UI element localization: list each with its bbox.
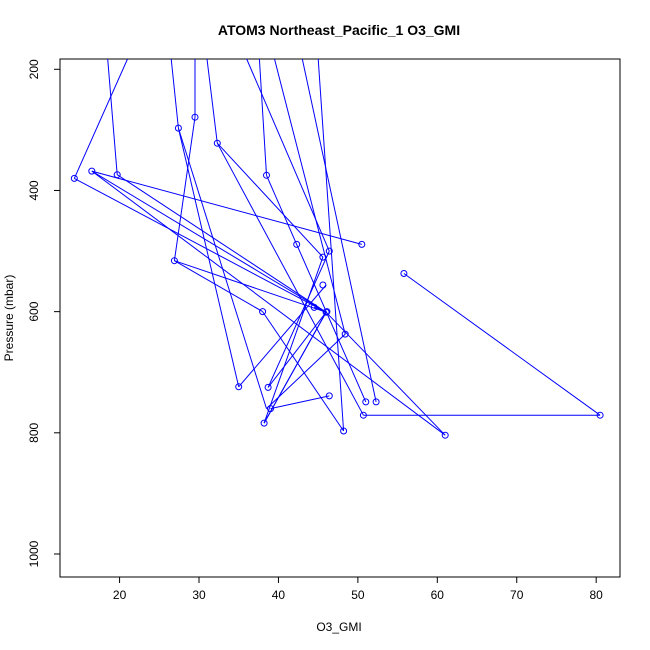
series-line-segment xyxy=(174,260,263,313)
data-point xyxy=(372,398,380,406)
series-line-segment xyxy=(267,250,330,388)
data-point xyxy=(359,411,367,419)
y-tick-label: 200 xyxy=(27,59,41,79)
data-point xyxy=(319,253,327,261)
plot-area xyxy=(70,59,604,439)
series-line-segment xyxy=(266,175,298,245)
data-point xyxy=(293,240,301,248)
series-line-segment xyxy=(91,170,362,245)
series-line-segment xyxy=(73,59,128,179)
series-line-segment xyxy=(177,127,267,409)
x-tick-label: 20 xyxy=(113,588,127,602)
series-line-segment xyxy=(258,59,267,176)
data-point xyxy=(170,257,178,265)
x-tick-label: 70 xyxy=(510,588,524,602)
data-point xyxy=(264,383,272,391)
series-line-segment xyxy=(238,284,327,388)
series-line-segment xyxy=(216,142,324,258)
data-point xyxy=(70,174,78,182)
series-line-segment xyxy=(91,170,327,313)
data-point xyxy=(260,419,268,427)
series-line-segment xyxy=(296,244,367,403)
series-line-segment xyxy=(403,273,601,416)
y-axis: 200 400 600 800 1000 xyxy=(27,59,61,567)
data-point xyxy=(191,113,199,121)
data-point xyxy=(213,139,221,147)
series-line-segment xyxy=(317,59,345,432)
series-line-segment xyxy=(174,260,327,313)
x-tick-label: 80 xyxy=(589,588,603,602)
data-point xyxy=(319,281,327,289)
data-point xyxy=(263,171,270,179)
series-line-segment xyxy=(173,117,196,261)
y-tick-label: 600 xyxy=(27,301,41,321)
series-line-segment xyxy=(107,59,118,175)
chart-title: ATOM3 Northeast_Pacific_1 O3_GMI xyxy=(218,22,460,38)
series-line-segment xyxy=(74,177,327,313)
y-tick-label: 800 xyxy=(27,422,41,442)
x-tick-label: 40 xyxy=(272,588,286,602)
x-axis-label: O3_GMI xyxy=(316,620,361,634)
data-point xyxy=(88,167,96,175)
series-line-segment xyxy=(263,311,327,424)
data-point xyxy=(267,405,274,413)
data-point xyxy=(259,308,267,316)
series-line-segment xyxy=(267,311,327,388)
plot-frame xyxy=(59,58,621,578)
data-point xyxy=(362,398,370,406)
data-point xyxy=(340,427,348,435)
y-axis-label: Pressure (mbar) xyxy=(2,275,16,362)
series-line-segment xyxy=(206,59,218,144)
y-tick-label: 400 xyxy=(27,180,41,200)
x-tick-label: 50 xyxy=(351,588,365,602)
series-line-segment xyxy=(270,395,330,410)
data-point xyxy=(325,247,333,255)
data-point xyxy=(113,171,121,179)
series-line-segment xyxy=(301,59,377,403)
series-line-segment xyxy=(263,256,324,424)
series-line-segment xyxy=(91,170,446,436)
data-point xyxy=(596,411,604,419)
data-point xyxy=(325,392,333,400)
series-line-segment xyxy=(325,311,446,436)
data-point xyxy=(310,303,318,311)
series-line-segment xyxy=(262,311,345,432)
series-line-segment xyxy=(116,174,327,313)
data-point xyxy=(341,330,349,338)
x-axis: 20 30 40 50 60 70 80 xyxy=(113,576,603,602)
data-point xyxy=(322,308,330,316)
y-tick-label: 1000 xyxy=(27,540,41,567)
data-point xyxy=(235,383,243,391)
data-point xyxy=(441,431,449,439)
x-tick-label: 30 xyxy=(192,588,206,602)
series-line-segment xyxy=(177,127,240,387)
x-tick-label: 60 xyxy=(431,588,445,602)
series-line-segment xyxy=(216,142,364,416)
data-point xyxy=(174,124,182,132)
data-point xyxy=(358,240,366,248)
data-point xyxy=(400,270,408,277)
series-line-segment xyxy=(170,59,179,129)
data-point xyxy=(323,308,331,316)
